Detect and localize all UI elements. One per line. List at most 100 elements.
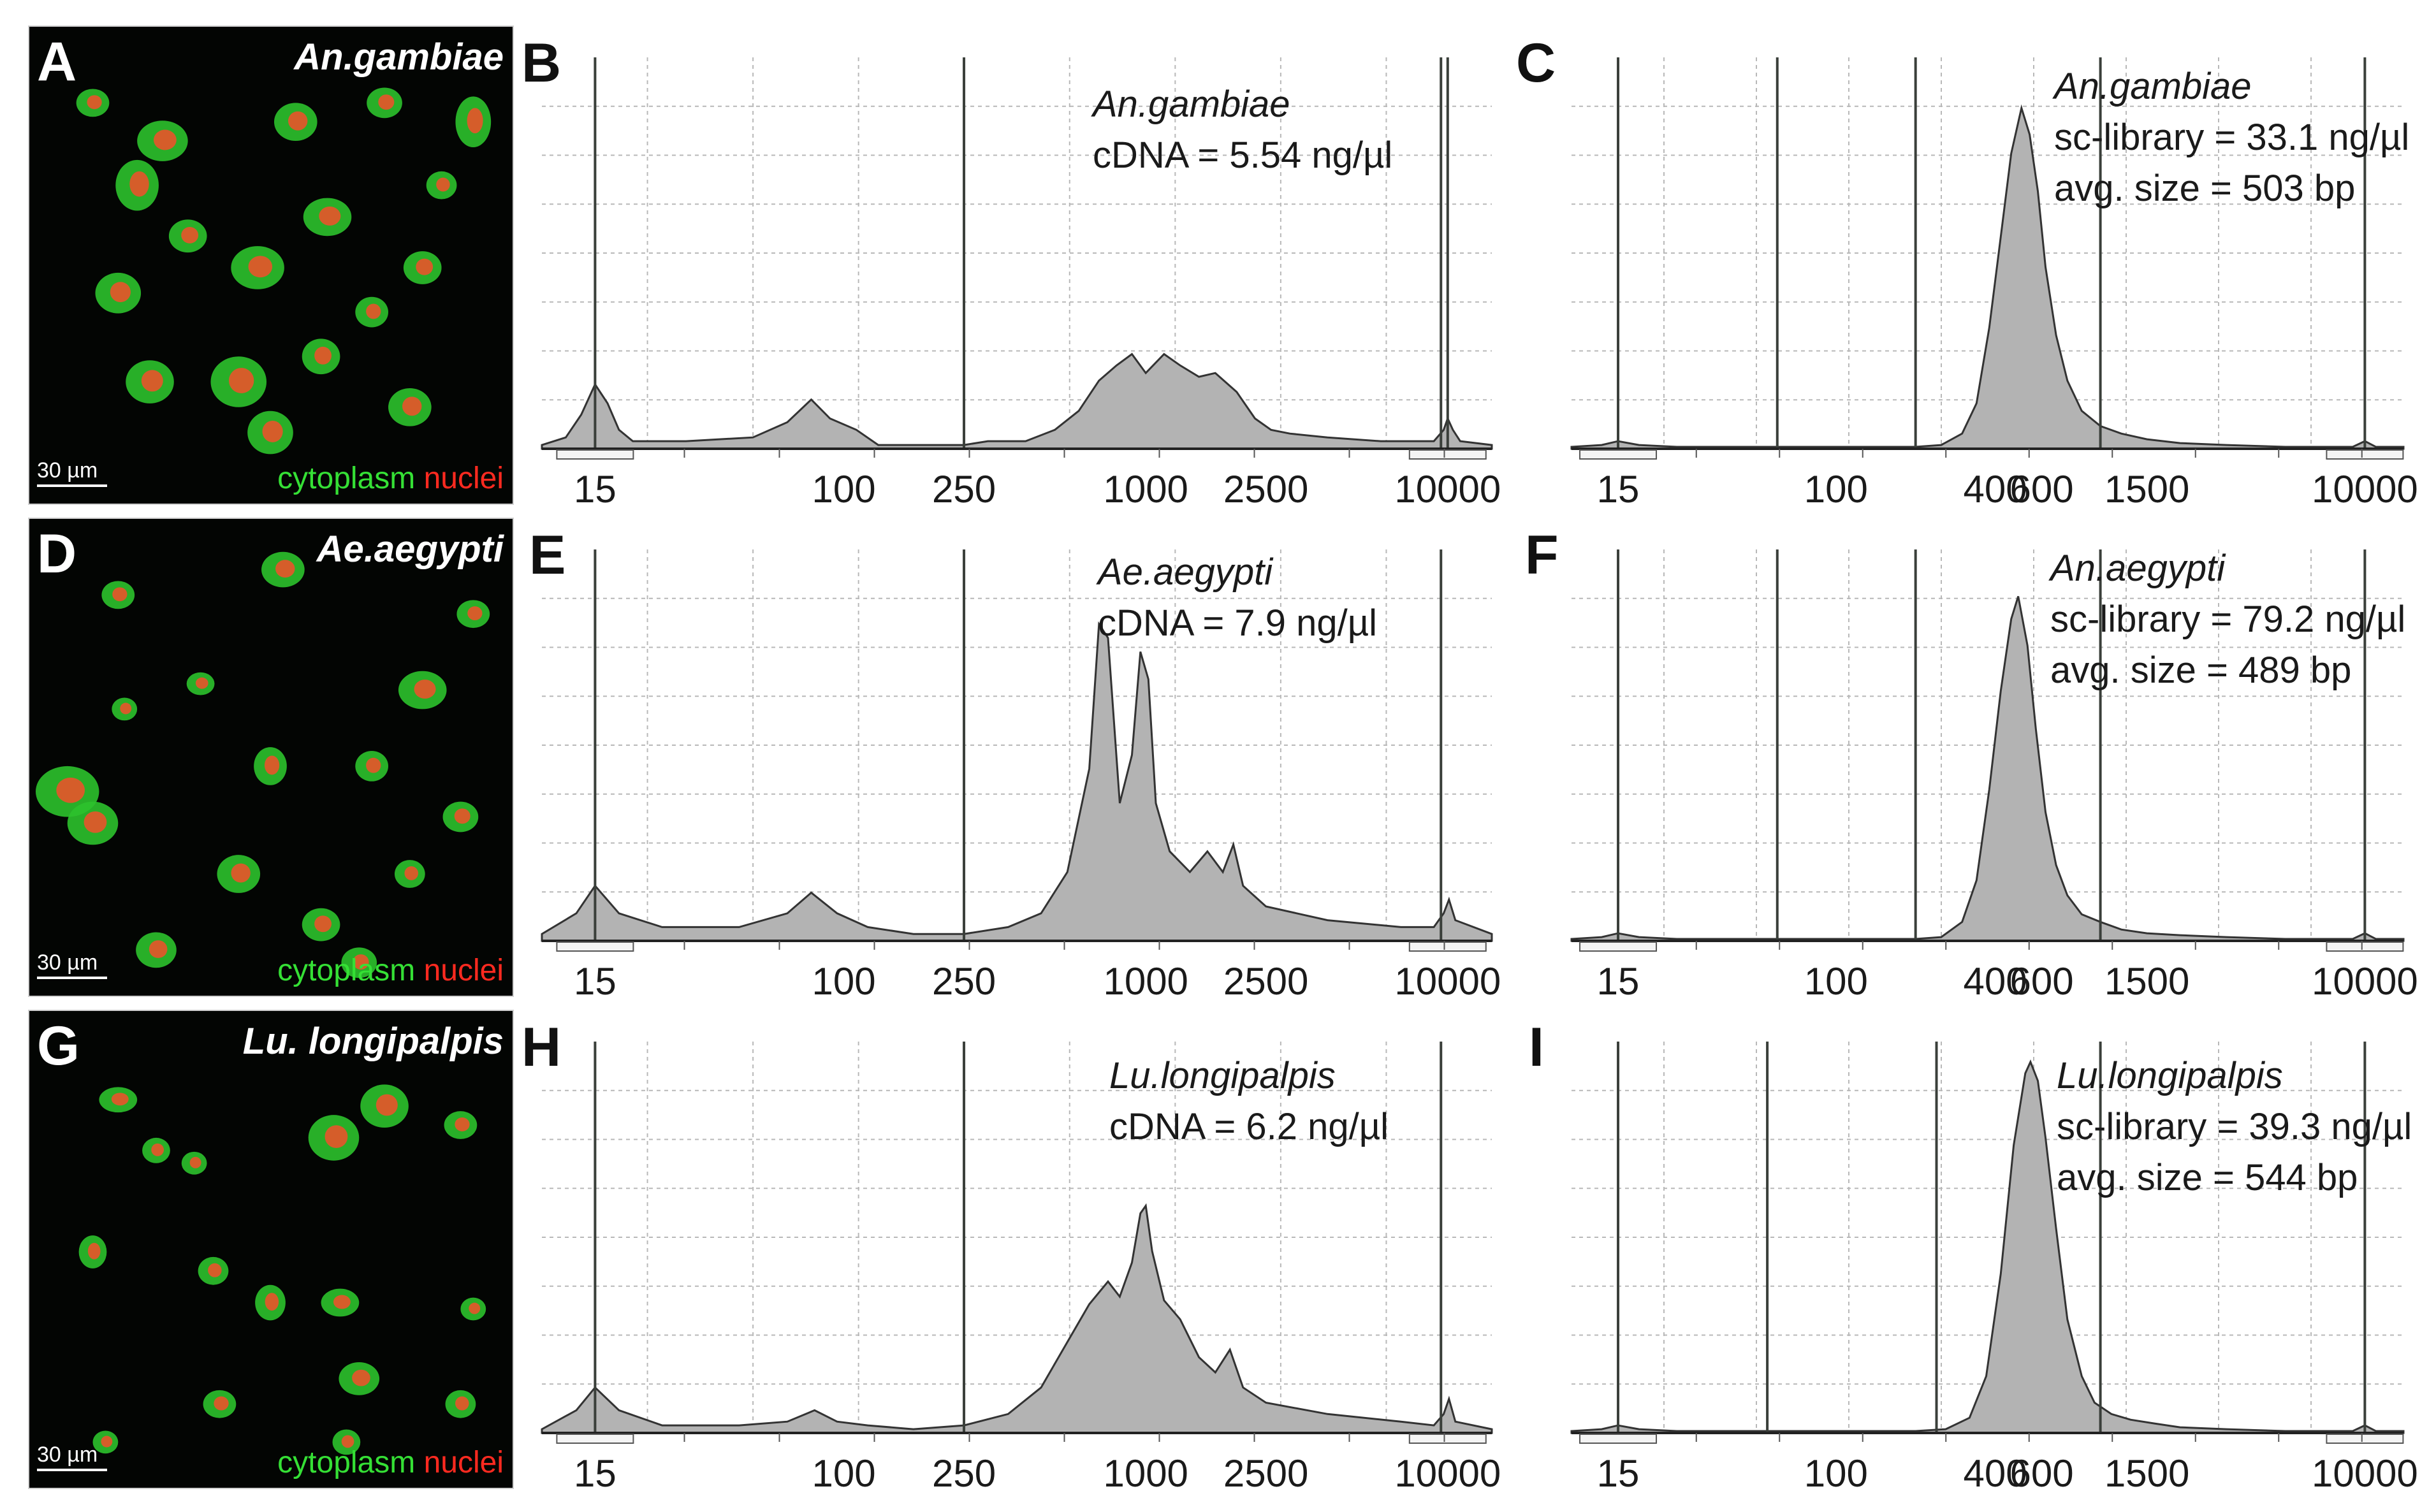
cell-nucleus — [208, 1263, 222, 1277]
cell-nucleus — [214, 1396, 229, 1411]
x-tick-label: 15 — [1597, 468, 1640, 511]
x-tick-label: 400 — [1963, 468, 2027, 511]
cell — [303, 198, 352, 236]
trace-area — [1570, 104, 2405, 450]
cell — [442, 801, 479, 832]
cell-nucleus — [87, 95, 102, 110]
x-tick-label: 15 — [574, 1452, 616, 1495]
legend-cytoplasm: cytoplasm — [277, 1446, 416, 1479]
x-tick-label: 1000 — [1103, 960, 1188, 1003]
cell — [181, 1151, 207, 1175]
x-tick-label: 10000 — [1394, 1452, 1501, 1495]
stain-legend: cytoplasm nuclei — [277, 1445, 504, 1480]
cell-nucleus — [376, 1094, 398, 1116]
cell-nucleus — [129, 171, 149, 197]
cell — [426, 171, 457, 200]
panel-letter-c: C — [1516, 33, 1556, 94]
cell — [168, 219, 207, 253]
cell — [261, 551, 305, 588]
legend-cytoplasm: cytoplasm — [277, 462, 416, 495]
chart-measure: sc-library = 33.1 ng/µl — [2054, 117, 2410, 158]
cell-nucleus — [231, 863, 251, 883]
x-tick-label: 15 — [574, 468, 616, 511]
cell-nucleus — [112, 587, 128, 602]
chart-species: Lu.longipalpis — [2057, 1055, 2283, 1096]
grid — [542, 1042, 1492, 1433]
panel-letter: D — [37, 523, 77, 585]
cell-nucleus — [416, 258, 434, 275]
grid — [542, 57, 1492, 449]
info-e: Ae.aegypti cDNA = 7.9 ng/µl — [1098, 547, 1377, 649]
cell-nucleus — [181, 227, 199, 244]
electropherogram-b: 15 100 250 1000 2500 10000 — [541, 57, 1501, 511]
chart-measure: cDNA = 7.9 ng/µl — [1098, 602, 1378, 644]
marker-window — [1408, 449, 1487, 460]
cell-nucleus — [87, 1242, 101, 1260]
x-tick-label: 1500 — [2104, 960, 2189, 1003]
cell-nucleus — [314, 915, 332, 933]
info-b: An.gambiae cDNA = 5.54 ng/µl — [1093, 79, 1392, 181]
chart-measure: sc-library = 79.2 ng/µl — [2050, 599, 2406, 640]
marker-window — [1579, 449, 1658, 460]
panel-letter-e: E — [529, 525, 566, 586]
grid — [542, 549, 1492, 941]
micrograph-ae-aegypti: D Ae.aegypti 30 µm cytoplasm nuclei — [28, 518, 514, 997]
cell — [92, 1430, 119, 1454]
cell-nucleus — [366, 303, 381, 319]
cell-nucleus — [454, 808, 470, 824]
x-tick-label: 10000 — [2312, 960, 2418, 1003]
scale-label: 30 µm — [37, 950, 98, 975]
cell-image — [35, 551, 490, 978]
cell-nucleus — [414, 680, 436, 699]
cell-nucleus — [341, 1435, 354, 1448]
cell-nucleus — [366, 757, 381, 773]
marker-window — [556, 449, 634, 460]
info-i: Lu.longipalpis sc-library = 39.3 ng/µl a… — [2057, 1050, 2412, 1203]
cell — [231, 246, 284, 289]
x-tick-label: 600 — [2010, 960, 2074, 1003]
chart-species: Ae.aegypti — [1098, 551, 1273, 593]
chart-measure: cDNA = 5.54 ng/µl — [1093, 134, 1393, 176]
chart-species: An.gambiae — [2054, 66, 2252, 107]
scale-bar: 30 µm — [37, 458, 107, 487]
marker-window — [1408, 1434, 1487, 1444]
cell — [445, 1390, 476, 1418]
x-tick-label: 2500 — [1223, 960, 1308, 1003]
cell — [198, 1256, 229, 1285]
x-tick-label: 10000 — [2312, 1452, 2418, 1495]
x-tick-label: 100 — [812, 960, 876, 1003]
cell-nucleus — [153, 129, 177, 150]
cell — [115, 159, 159, 211]
cell — [186, 672, 215, 695]
cell-nucleus — [455, 1396, 469, 1411]
cell — [255, 1284, 286, 1321]
x-tick-label: 250 — [932, 468, 996, 511]
x-tick-label: 100 — [1804, 1452, 1868, 1495]
cell — [321, 1288, 360, 1317]
panel-letter: G — [37, 1015, 80, 1077]
marker-window — [2326, 449, 2404, 460]
cell — [203, 1390, 237, 1418]
cell — [137, 120, 188, 161]
marker-window — [2326, 941, 2404, 952]
cell — [360, 1084, 409, 1128]
info-f: An.aegypti sc-library = 79.2 ng/µl avg. … — [2050, 543, 2405, 696]
cell-nucleus — [262, 420, 283, 442]
species-label: Lu. longipalpis — [242, 1021, 504, 1062]
trace-area — [541, 621, 1493, 942]
cell — [247, 411, 293, 454]
cell-image — [76, 87, 492, 454]
cell — [339, 1362, 380, 1395]
cell-nucleus — [228, 368, 254, 393]
cell-nucleus — [455, 1117, 470, 1131]
scale-line — [37, 484, 107, 487]
cell — [456, 600, 490, 629]
cell-nucleus — [467, 108, 483, 134]
cell-nucleus — [111, 1093, 129, 1106]
x-tick-label: 15 — [1597, 1452, 1640, 1495]
cell — [95, 272, 142, 314]
cell — [78, 1235, 107, 1268]
x-tick-label: 100 — [1804, 468, 1868, 511]
